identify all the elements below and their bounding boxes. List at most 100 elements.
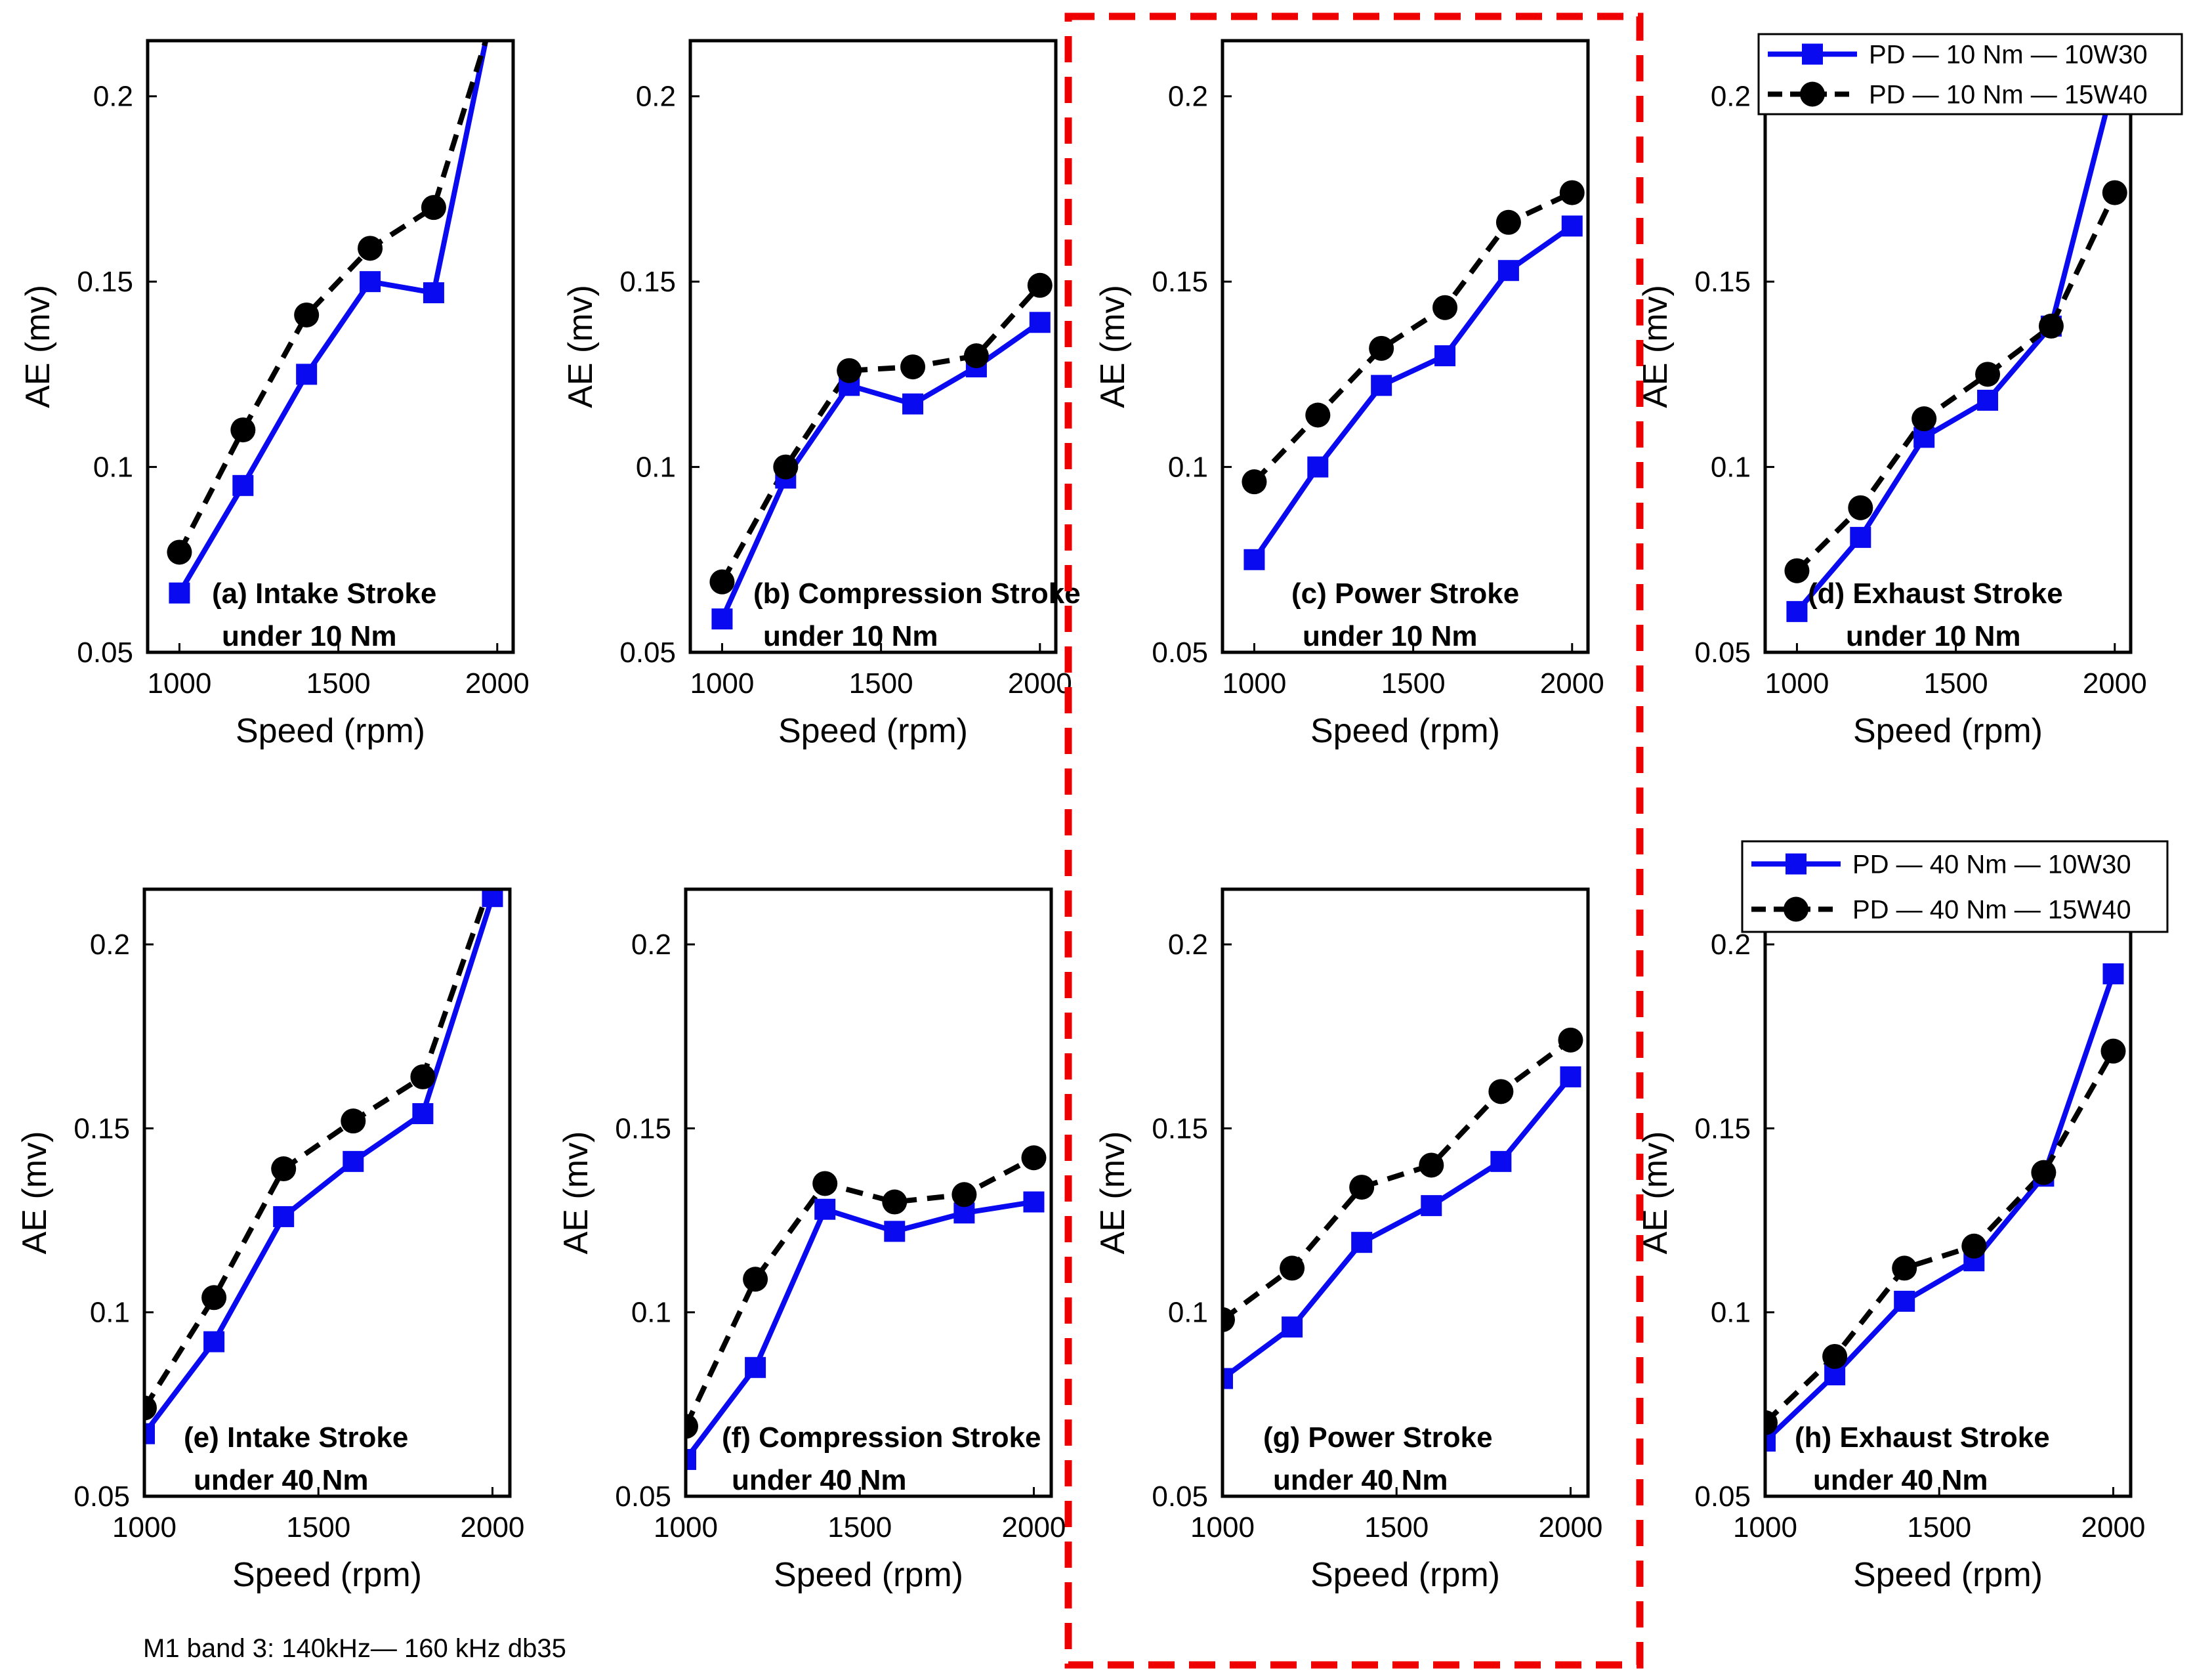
axes-frame xyxy=(146,39,515,654)
data-point-10w30 xyxy=(360,271,381,293)
data-point-15w40 xyxy=(230,417,256,443)
data-point-15w40 xyxy=(1848,495,1873,520)
data-point-10w30 xyxy=(1023,1191,1045,1213)
panel-annotation-title: (d) Exhaust Stroke xyxy=(1808,578,2063,610)
chart-panel-1: 1000 1500 2000 0.05 0.1 0.15 0.2 Speed (rpm) AE … xyxy=(19,0,530,750)
data-point-10w30 xyxy=(1243,549,1265,570)
x-tick-label: 1000 xyxy=(654,1511,718,1544)
data-point-15w40 xyxy=(2102,180,2127,205)
data-point-10w30 xyxy=(169,582,190,604)
data-point-10w30 xyxy=(1282,1316,1303,1338)
x-tick-label: 2000 xyxy=(461,1511,525,1544)
y-tick-label: 0.05 xyxy=(1694,1480,1751,1513)
data-point-15w40 xyxy=(1242,469,1267,495)
y-tick-label: 0.2 xyxy=(631,929,671,961)
data-point-15w40 xyxy=(1765,1410,1778,1435)
y-tick-label: 0.2 xyxy=(1711,929,1751,961)
data-point-10w30 xyxy=(814,1198,836,1220)
data-point-15w40 xyxy=(485,0,510,16)
series-line-15w40 xyxy=(1765,1049,2116,1425)
x-axis-label: Speed (rpm) xyxy=(774,1556,963,1594)
panel-annotation-title: (f) Compression Stroke xyxy=(722,1421,1041,1454)
data-point-10w30 xyxy=(1307,456,1329,478)
x-tick-label: 1000 xyxy=(1765,667,1829,700)
data-point-15w40 xyxy=(686,1414,698,1439)
axes-frame xyxy=(1221,39,1590,654)
data-point-10w30 xyxy=(232,474,254,496)
data-point-10w30 xyxy=(1351,1232,1373,1253)
data-point-15w40 xyxy=(900,354,926,380)
panels: 1000 1500 2000 0.05 0.1 0.15 0.2 Speed (rpm) AE … xyxy=(16,0,2183,1594)
x-tick-label: 2000 xyxy=(1008,667,1072,700)
data-point-10w30 xyxy=(1029,312,1051,333)
data-point-10w30 xyxy=(1421,1195,1442,1217)
x-tick-label: 1000 xyxy=(1733,1511,1797,1544)
data-point-10w30 xyxy=(1786,600,1808,622)
data-point-15w40 xyxy=(341,1108,366,1134)
data-point-15w40 xyxy=(1369,335,1394,361)
data-point-15w40 xyxy=(358,236,383,261)
x-tick-label: 1500 xyxy=(849,667,913,700)
chart-panel-6: 1000 1500 2000 0.05 0.1 0.15 0.2 Speed (rpm) AE … xyxy=(557,887,1066,1594)
x-tick-label: 1500 xyxy=(1364,1511,1429,1544)
y-tick-label: 0.15 xyxy=(1694,266,1751,298)
data-point-15w40 xyxy=(201,1285,227,1311)
panel-annotation-title: (h) Exhaust Stroke xyxy=(1795,1421,2050,1454)
y-tick-label: 0.15 xyxy=(1694,1112,1751,1144)
y-tick-label: 0.1 xyxy=(631,1297,671,1329)
data-point-10w30 xyxy=(902,393,924,415)
data-point-15w40 xyxy=(2038,313,2064,339)
data-point-10w30 xyxy=(296,364,318,385)
data-point-15w40 xyxy=(2100,1038,2126,1064)
series-line-15w40 xyxy=(1252,190,1574,484)
data-point-10w30 xyxy=(1560,1066,1581,1087)
y-tick-label: 0.1 xyxy=(1711,1297,1751,1329)
panel-annotation-title: (a) Intake Stroke xyxy=(212,578,436,610)
panel-annotation-condition: under 10 Nm xyxy=(222,620,397,652)
y-tick-label: 0.05 xyxy=(1152,637,1208,669)
y-axis-label: AE (mv) xyxy=(562,285,600,408)
panel-annotation-condition: under 10 Nm xyxy=(1846,620,2021,652)
legend-marker-square-icon xyxy=(1802,43,1823,65)
data-point-15w40 xyxy=(1432,295,1458,320)
data-point-15w40 xyxy=(951,1182,977,1208)
series-line-15w40 xyxy=(144,889,491,1410)
x-tick-label: 2000 xyxy=(1540,667,1604,700)
data-point-15w40 xyxy=(1911,406,1937,432)
data-point-10w30 xyxy=(1490,1150,1512,1172)
x-tick-label: 2000 xyxy=(465,667,530,700)
data-point-10w30 xyxy=(745,1356,766,1378)
y-tick-label: 0.15 xyxy=(615,1112,671,1144)
data-point-15w40 xyxy=(743,1267,768,1292)
panel-annotation-title: (b) Compression Stroke xyxy=(753,578,1081,610)
y-tick-label: 0.2 xyxy=(636,81,676,113)
axes-frame xyxy=(684,887,1053,1498)
legend-entry-label: PD — 40 Nm — 15W40 xyxy=(1852,896,2131,925)
plot-area xyxy=(709,272,1053,630)
x-axis-label: Speed (rpm) xyxy=(236,712,425,750)
series-line-15w40 xyxy=(719,284,1042,583)
series-line-10w30 xyxy=(1252,224,1574,562)
legend-marker-circle-icon xyxy=(1800,81,1825,107)
data-point-15w40 xyxy=(709,569,735,595)
highlight-box xyxy=(1064,12,1644,1669)
legend: PD — 10 Nm — 10W30 PD — 10 Nm — 15W40 xyxy=(1757,33,2183,116)
series-line-10w30 xyxy=(686,1199,1035,1461)
series-line-15w40 xyxy=(686,1155,1035,1428)
series-line-15w40 xyxy=(1795,191,2118,573)
data-point-10w30 xyxy=(1434,345,1456,367)
chart-panel-3: 1000 1500 2000 0.05 0.1 0.15 0.2 Speed (rpm) AE … xyxy=(1094,39,1604,750)
panel-annotation-condition: under 10 Nm xyxy=(1303,620,1478,652)
data-point-15w40 xyxy=(1419,1152,1444,1178)
panel-annotation-condition: under 40 Nm xyxy=(732,1464,907,1496)
data-point-10w30 xyxy=(1977,389,1999,411)
panel-annotation-title: (e) Intake Stroke xyxy=(184,1421,408,1454)
data-point-10w30 xyxy=(1894,1290,1915,1312)
data-point-15w40 xyxy=(963,343,989,369)
y-tick-label: 0.05 xyxy=(1152,1480,1208,1513)
y-axis-label: AE (mv) xyxy=(1094,1131,1132,1255)
x-axis-label: Speed (rpm) xyxy=(1853,712,2043,750)
y-tick-label: 0.1 xyxy=(1168,452,1208,484)
panel-annotation-condition: under 10 Nm xyxy=(763,620,938,652)
